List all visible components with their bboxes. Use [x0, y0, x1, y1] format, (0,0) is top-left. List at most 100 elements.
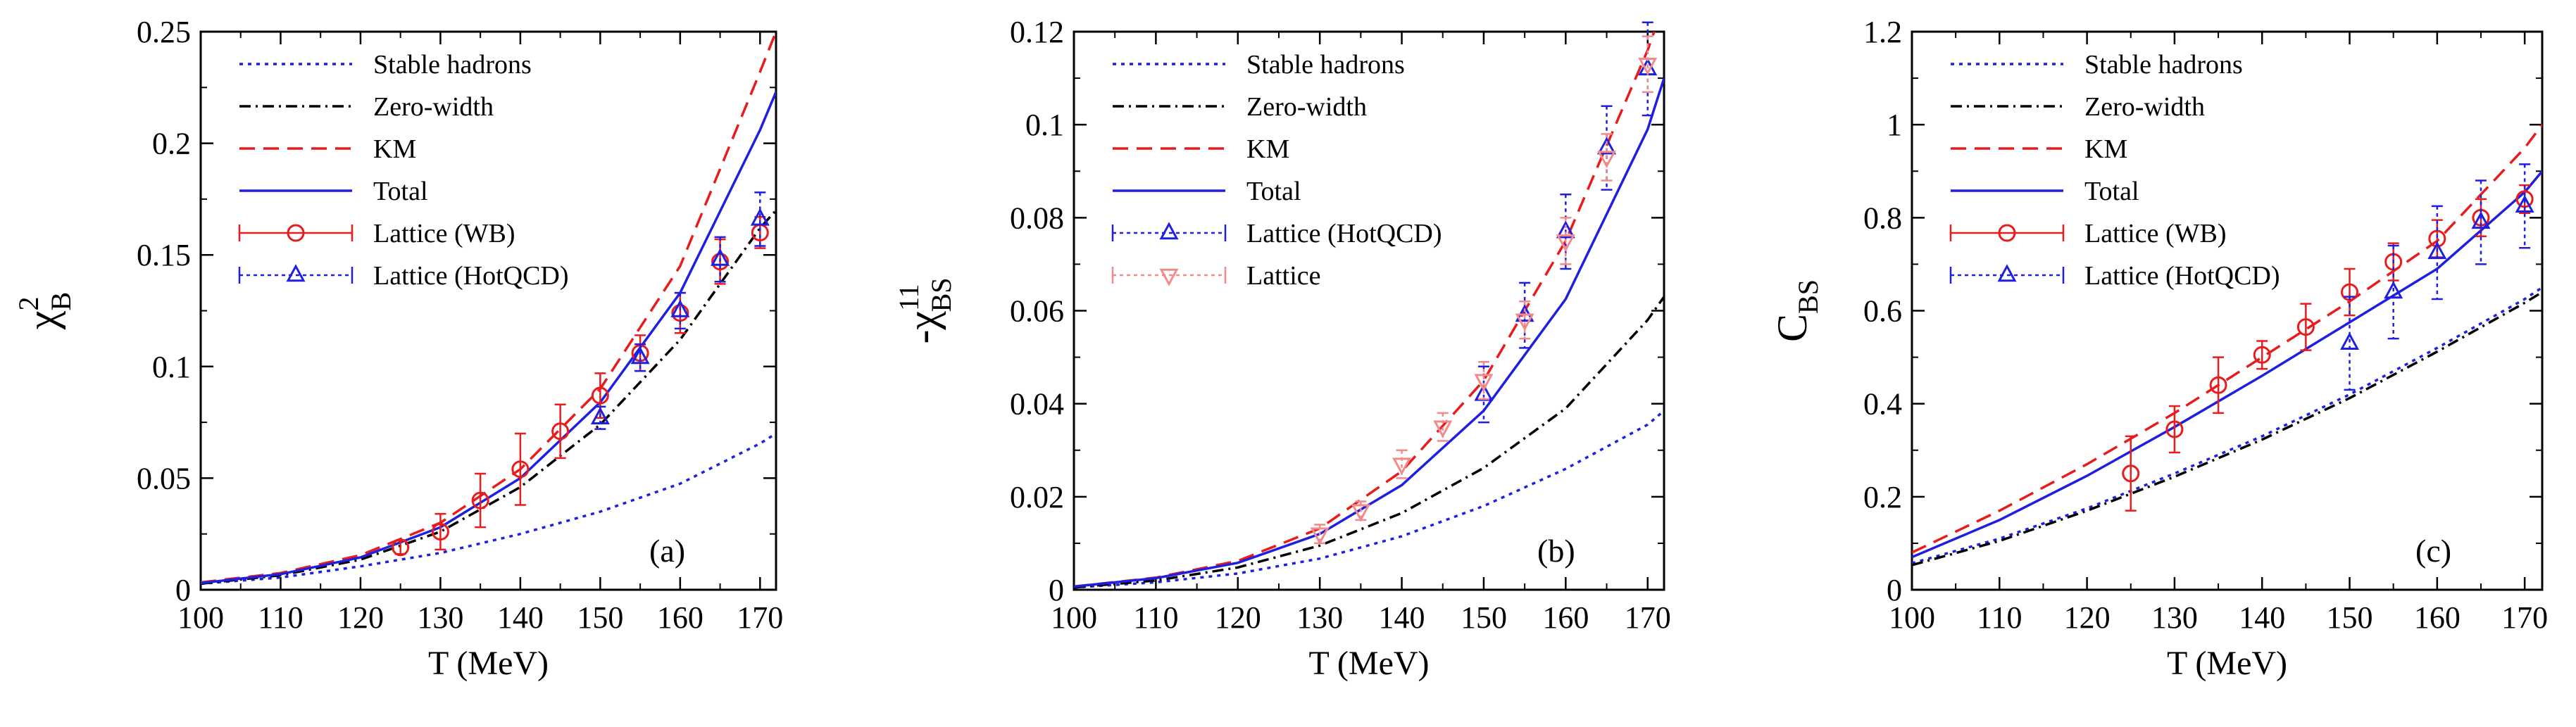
y-tick-label: 0	[1887, 573, 1902, 607]
panel-label: (a)	[649, 533, 685, 569]
x-tick-label: 110	[258, 600, 303, 635]
y-tick-label: 0.2	[1863, 480, 1902, 514]
x-axis-label: T (MeV)	[2167, 645, 2287, 682]
data-point	[2471, 211, 2491, 229]
legend-marker	[286, 264, 306, 282]
x-tick-label: 150	[2327, 600, 2373, 635]
x-tick-label: 150	[577, 600, 623, 635]
x-tick-label: 140	[1379, 600, 1425, 635]
legend-label: Lattice (HotQCD)	[1246, 219, 1442, 248]
x-tick-label: 130	[417, 600, 463, 635]
data-point	[750, 208, 770, 226]
data-point	[1433, 420, 1453, 438]
data-point	[1556, 234, 1575, 253]
legend: Stable hadrons Zero-width KM Total Lattice (…	[238, 50, 569, 291]
legend-label: Total	[1246, 177, 1301, 206]
y-tick-label: 0.2	[152, 127, 191, 161]
x-tick-label: 100	[1051, 600, 1097, 635]
y-tick-label: 0.02	[1010, 480, 1064, 514]
legend-marker	[1997, 264, 2017, 282]
y-tick-label: 0.12	[1010, 15, 1064, 49]
data-point	[1351, 504, 1370, 522]
series-points-lattice-wb-	[2122, 184, 2534, 512]
data-point	[1392, 457, 1412, 476]
y-tick-label: 1	[1887, 108, 1902, 142]
legend-label: Lattice	[1246, 261, 1320, 291]
legend-label: KM	[1246, 134, 1289, 164]
y-axis-label-main: -χ	[899, 311, 946, 344]
y-tick-label: 0.1	[152, 350, 191, 384]
curves-layer	[1912, 124, 2542, 567]
y-tick-label: 0.6	[1863, 294, 1902, 329]
series-line-total	[1074, 77, 1664, 588]
data-point	[591, 386, 609, 405]
x-axis-label: T (MeV)	[1308, 645, 1429, 682]
legend-label: Stable hadrons	[373, 50, 532, 80]
series-line-stable-hadrons	[1074, 410, 1664, 589]
x-tick-label: 170	[1625, 600, 1671, 635]
y-axis-label-subscript: BS	[925, 277, 957, 312]
y-tick-label: 0	[1049, 573, 1064, 607]
data-point	[431, 523, 449, 541]
legend-label: Zero-width	[2084, 92, 2205, 122]
legend: Stable hadrons Zero-width KM Total Lattice (…	[1949, 50, 2280, 291]
legend-label: Lattice (HotQCD)	[2084, 261, 2280, 291]
legend-label: Zero-width	[1246, 92, 1367, 122]
y-axis-label-subscript: BS	[1792, 279, 1824, 314]
y-tick-label: 0.4	[1863, 387, 1902, 422]
y-tick-label: 0.05	[137, 461, 191, 495]
data-point	[551, 422, 570, 441]
y-tick-label: 0.8	[1863, 201, 1902, 235]
x-tick-label: 160	[2414, 600, 2461, 635]
legend-label: KM	[2084, 134, 2127, 164]
x-tick-label: 130	[1296, 600, 1343, 635]
data-point	[2340, 331, 2360, 350]
series-line-stable-hadrons	[1912, 286, 2542, 564]
x-tick-label: 140	[2239, 600, 2285, 635]
x-tick-label: 120	[337, 600, 384, 635]
data-point	[2296, 318, 2315, 336]
series-line-zero-width	[1912, 291, 2542, 567]
x-tick-label: 160	[657, 600, 704, 635]
legend-label: Lattice (WB)	[2084, 219, 2227, 248]
legend-label: Zero-width	[373, 92, 494, 122]
y-axis-label-main: C	[1769, 314, 1815, 342]
x-tick-label: 110	[1977, 600, 2022, 635]
curves-layer	[1074, 32, 1664, 589]
x-tick-label: 160	[1542, 600, 1589, 635]
data-point	[392, 538, 410, 557]
y-tick-label: 0	[175, 573, 191, 607]
legend-label: Stable hadrons	[1246, 50, 1405, 80]
legend: Stable hadrons Zero-width KM Total Lattice (…	[1111, 50, 1442, 291]
y-tick-label: 0.15	[137, 238, 191, 272]
series-points-lattice-hotqcd-	[1474, 21, 1658, 424]
x-axis-label: T (MeV)	[428, 645, 549, 682]
x-tick-label: 140	[497, 600, 544, 635]
series-points-lattice-hotqcd-	[2340, 163, 2534, 391]
data-point	[2122, 464, 2140, 483]
legend-label: Stable hadrons	[2084, 50, 2243, 80]
data-point	[2428, 229, 2446, 248]
legend-label: Total	[373, 177, 428, 206]
data-point	[1474, 374, 1494, 392]
y-tick-label: 1.2	[1863, 15, 1902, 49]
data-point	[711, 248, 730, 266]
data-point	[1638, 58, 1658, 76]
legend-marker	[1159, 268, 1179, 286]
data-point	[1515, 313, 1534, 331]
series-line-total	[1912, 170, 2542, 559]
series-line-zero-width	[1074, 296, 1664, 589]
y-axis-label: CBS	[1769, 279, 1824, 342]
series-line-km	[1912, 124, 2542, 554]
data-point	[590, 406, 610, 424]
legend-marker	[287, 224, 305, 242]
series-line-km	[1074, 32, 1656, 588]
legend-label: KM	[373, 134, 416, 164]
x-tick-label: 170	[737, 600, 783, 635]
data-point	[1597, 137, 1617, 155]
y-axis-label-superscript: 2	[13, 297, 44, 311]
y-tick-label: 0.08	[1010, 201, 1064, 235]
legend-label: Lattice (WB)	[373, 219, 515, 248]
x-tick-label: 100	[177, 600, 224, 635]
